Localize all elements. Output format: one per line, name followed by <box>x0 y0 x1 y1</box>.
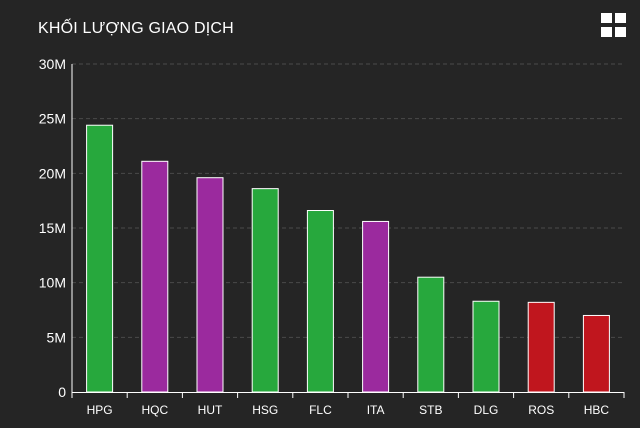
x-tick-label: HBC <box>584 403 610 417</box>
bar-flc <box>306 210 334 393</box>
bar-hpg <box>86 124 114 393</box>
y-tick-label: 15M <box>39 220 66 236</box>
y-tick-label: 0 <box>58 384 66 400</box>
bar-dlg <box>472 300 500 393</box>
y-tick-label: 20M <box>39 165 66 181</box>
chart-title: KHỐI LƯỢNG GIAO DỊCH <box>38 20 234 37</box>
x-tick-label: HSG <box>252 403 278 417</box>
x-tick-label: HPG <box>87 403 113 417</box>
x-tick-label: FLC <box>309 403 332 417</box>
bar-stb <box>417 276 445 393</box>
grid-menu-icon[interactable] <box>601 13 626 37</box>
y-tick-label: 5M <box>47 329 66 345</box>
x-tick-label: DLG <box>474 403 499 417</box>
bar-hqc <box>141 160 169 393</box>
x-tick-label: ITA <box>367 403 385 417</box>
bar-hut <box>196 177 224 393</box>
x-tick-label: ROS <box>528 403 554 417</box>
x-tick-label: STB <box>419 403 442 417</box>
bar-hsg <box>251 188 279 393</box>
y-tick-label: 10M <box>39 275 66 291</box>
y-tick-label: 30M <box>39 56 66 72</box>
bar-hbc <box>582 314 610 393</box>
y-tick-label: 25M <box>39 111 66 127</box>
x-tick-label: HQC <box>141 403 168 417</box>
bar-ros <box>527 301 555 393</box>
x-tick-label: HUT <box>198 403 223 417</box>
bar-ita <box>362 220 390 393</box>
